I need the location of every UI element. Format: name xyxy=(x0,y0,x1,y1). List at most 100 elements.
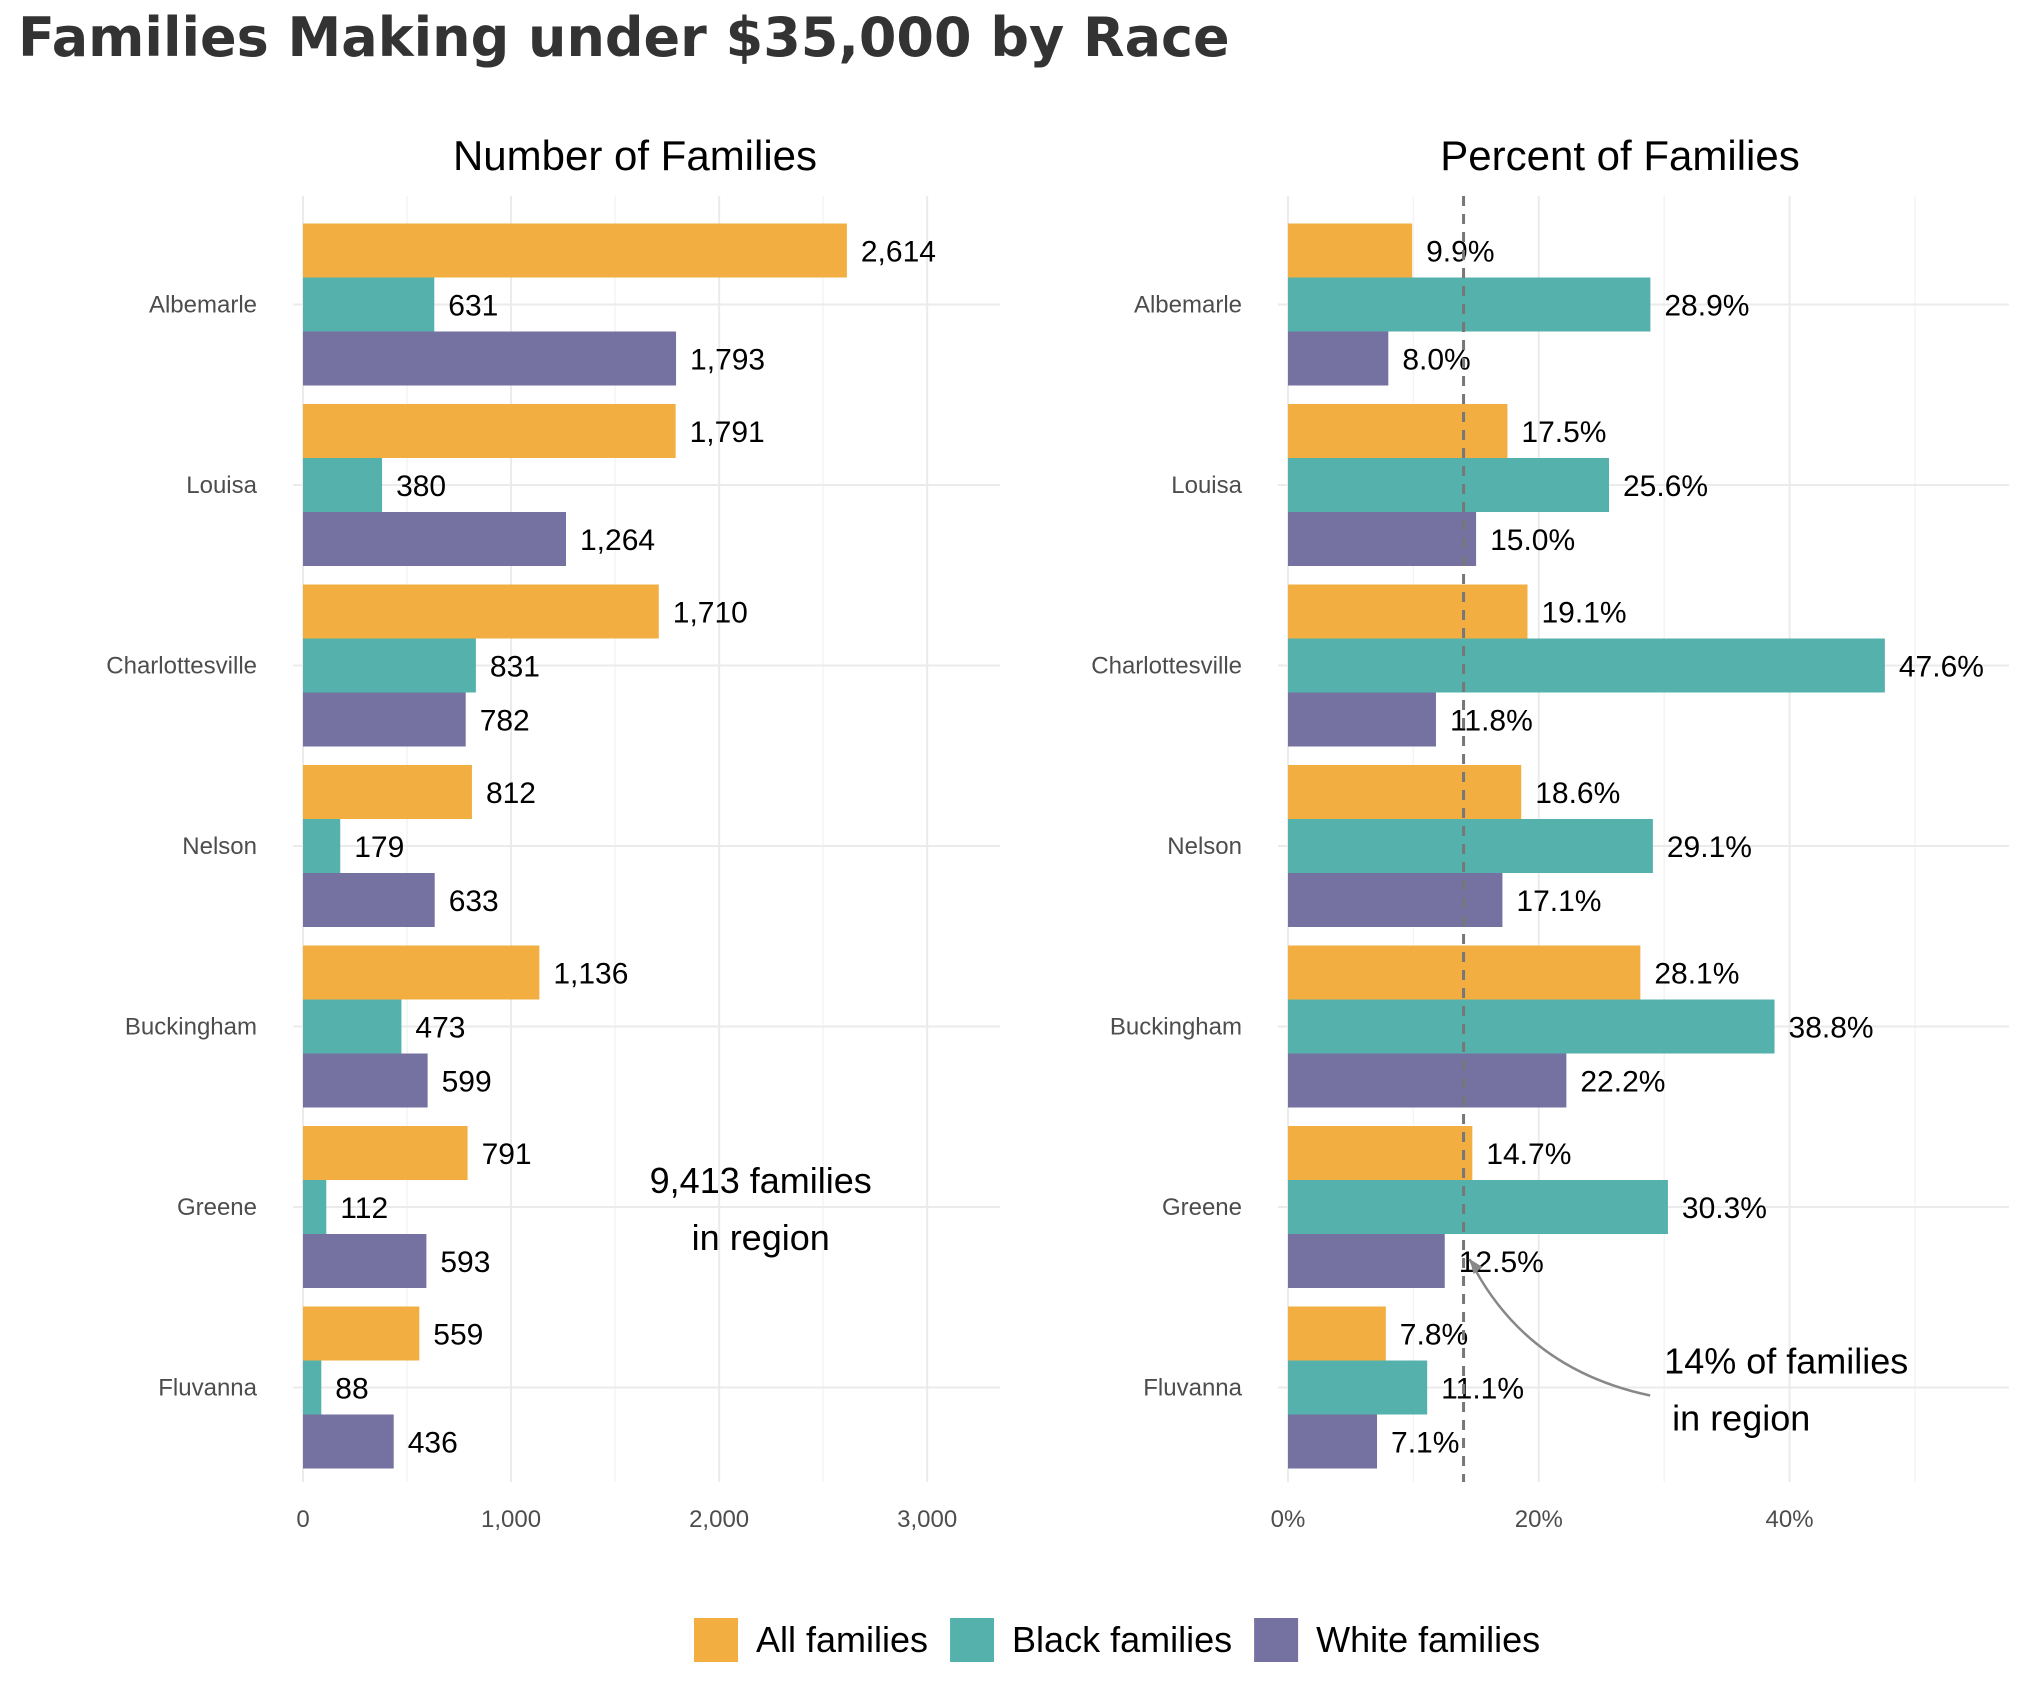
data-label: 17.1% xyxy=(1516,885,1601,918)
data-label: 1,264 xyxy=(580,524,655,557)
bar-all-families-greene xyxy=(1288,1126,1473,1180)
data-label: 7.1% xyxy=(1391,1427,1459,1460)
legend-label-white-families: White families xyxy=(1316,1619,1540,1660)
bar-black-families-louisa xyxy=(303,458,383,512)
panel-title: Number of Families xyxy=(453,132,817,179)
bar-white-families-albemarle xyxy=(1288,331,1389,386)
bar-all-families-albemarle xyxy=(1288,223,1413,278)
x-tick-label: 1,000 xyxy=(481,1506,541,1533)
bar-black-families-buckingham xyxy=(1288,999,1775,1054)
data-label: 14.7% xyxy=(1486,1138,1571,1171)
legend-swatch-all-families xyxy=(694,1618,738,1662)
panel-percent-of-families: Percent of Families Albemarle Louisa Charlo… xyxy=(1091,132,2009,1533)
bar-white-families-greene xyxy=(1288,1234,1445,1288)
bar-white-families-charlottesville xyxy=(303,692,466,747)
bar-all-families-nelson xyxy=(303,765,472,819)
bar-all-families-greene xyxy=(303,1126,468,1180)
data-label: 18.6% xyxy=(1535,777,1620,810)
x-tick-label: 20% xyxy=(1515,1506,1563,1533)
bar-all-families-charlottesville xyxy=(303,584,659,639)
data-label: 29.1% xyxy=(1667,831,1752,864)
data-label: 631 xyxy=(448,290,498,323)
bar-white-families-louisa xyxy=(303,512,566,566)
data-label: 88 xyxy=(335,1373,368,1406)
legend-swatch-white-families xyxy=(1254,1618,1299,1662)
x-tick-label: 0 xyxy=(296,1506,309,1533)
bar-black-families-fluvanna xyxy=(1288,1360,1428,1415)
data-label: 28.1% xyxy=(1654,958,1739,991)
bar-black-families-greene xyxy=(303,1180,327,1234)
data-label: 15.0% xyxy=(1490,524,1575,557)
bar-black-families-buckingham xyxy=(303,999,402,1054)
category-label-charlottesville: Charlottesville xyxy=(106,653,257,680)
data-label: 1,791 xyxy=(690,416,765,449)
data-label: 47.6% xyxy=(1899,651,1984,684)
data-label: 179 xyxy=(354,831,404,864)
bar-black-families-nelson xyxy=(1288,819,1653,873)
bar-black-families-greene xyxy=(1288,1180,1668,1234)
category-label-buckingham: Buckingham xyxy=(1110,1014,1242,1041)
bar-black-families-charlottesville xyxy=(303,638,476,693)
category-label-albemarle: Albemarle xyxy=(1134,292,1242,319)
bar-white-families-buckingham xyxy=(303,1053,428,1108)
panel-number-of-families: Number of Families Albemarle Louisa Charlot… xyxy=(106,132,1000,1533)
bar-white-families-nelson xyxy=(1288,873,1503,927)
data-label: 791 xyxy=(482,1138,532,1171)
chart-title: Families Making under $35,000 by Race xyxy=(18,6,1230,69)
category-label-louisa: Louisa xyxy=(186,472,257,499)
legend-label-black-families: Black families xyxy=(1012,1619,1232,1660)
bar-white-families-greene xyxy=(303,1234,427,1288)
data-label: 593 xyxy=(440,1246,490,1279)
legend-swatch-black-families xyxy=(950,1618,995,1662)
data-label: 7.8% xyxy=(1400,1319,1468,1352)
data-label: 1,793 xyxy=(690,344,765,377)
annotation-text: in region xyxy=(692,1217,830,1258)
category-label-buckingham: Buckingham xyxy=(125,1014,257,1041)
x-tick-label: 0% xyxy=(1271,1506,1306,1533)
bar-all-families-fluvanna xyxy=(1288,1306,1386,1361)
category-label-greene: Greene xyxy=(177,1194,257,1221)
data-label: 2,614 xyxy=(861,236,936,269)
category-label-louisa: Louisa xyxy=(1171,472,1242,499)
category-label-albemarle: Albemarle xyxy=(149,292,257,319)
data-label: 22.2% xyxy=(1580,1066,1665,1099)
bar-all-families-charlottesville xyxy=(1288,584,1528,639)
bar-white-families-louisa xyxy=(1288,512,1477,566)
data-label: 380 xyxy=(396,470,446,503)
data-label: 559 xyxy=(433,1319,483,1352)
data-label: 9.9% xyxy=(1426,236,1494,269)
data-label: 599 xyxy=(442,1066,492,1099)
annotation-arrow xyxy=(1468,1258,1651,1397)
bar-all-families-nelson xyxy=(1288,765,1522,819)
bar-white-families-fluvanna xyxy=(1288,1414,1378,1469)
bar-all-families-louisa xyxy=(303,404,676,458)
data-label: 1,136 xyxy=(553,958,628,991)
category-label-charlottesville: Charlottesville xyxy=(1091,653,1242,680)
legend-label-all-families: All families xyxy=(756,1619,928,1660)
data-label: 812 xyxy=(486,777,536,810)
x-tick-label: 2,000 xyxy=(689,1506,749,1533)
category-label-nelson: Nelson xyxy=(1167,833,1242,860)
data-label: 112 xyxy=(340,1192,388,1225)
data-label: 8.0% xyxy=(1402,344,1470,377)
data-label: 633 xyxy=(449,885,499,918)
bar-white-families-fluvanna xyxy=(303,1414,394,1469)
bar-black-families-albemarle xyxy=(1288,277,1651,332)
data-label: 1,710 xyxy=(673,597,748,630)
data-label: 19.1% xyxy=(1541,597,1626,630)
bar-white-families-albemarle xyxy=(303,331,677,386)
data-label: 11.1% xyxy=(1441,1373,1524,1406)
data-label: 30.3% xyxy=(1682,1192,1767,1225)
annotation-text: in region xyxy=(1672,1398,1810,1439)
bar-all-families-albemarle xyxy=(303,223,847,278)
bar-all-families-fluvanna xyxy=(303,1306,420,1361)
data-label: 831 xyxy=(490,651,540,684)
annotation-text: 9,413 families xyxy=(650,1160,872,1201)
annotation-text: 14% of families xyxy=(1664,1341,1908,1382)
category-label-fluvanna: Fluvanna xyxy=(1143,1375,1242,1402)
data-label: 25.6% xyxy=(1623,470,1708,503)
bar-black-families-charlottesville xyxy=(1288,638,1885,693)
arrowhead xyxy=(1469,1259,1483,1274)
data-label: 436 xyxy=(408,1427,458,1460)
bar-all-families-louisa xyxy=(1288,404,1508,458)
